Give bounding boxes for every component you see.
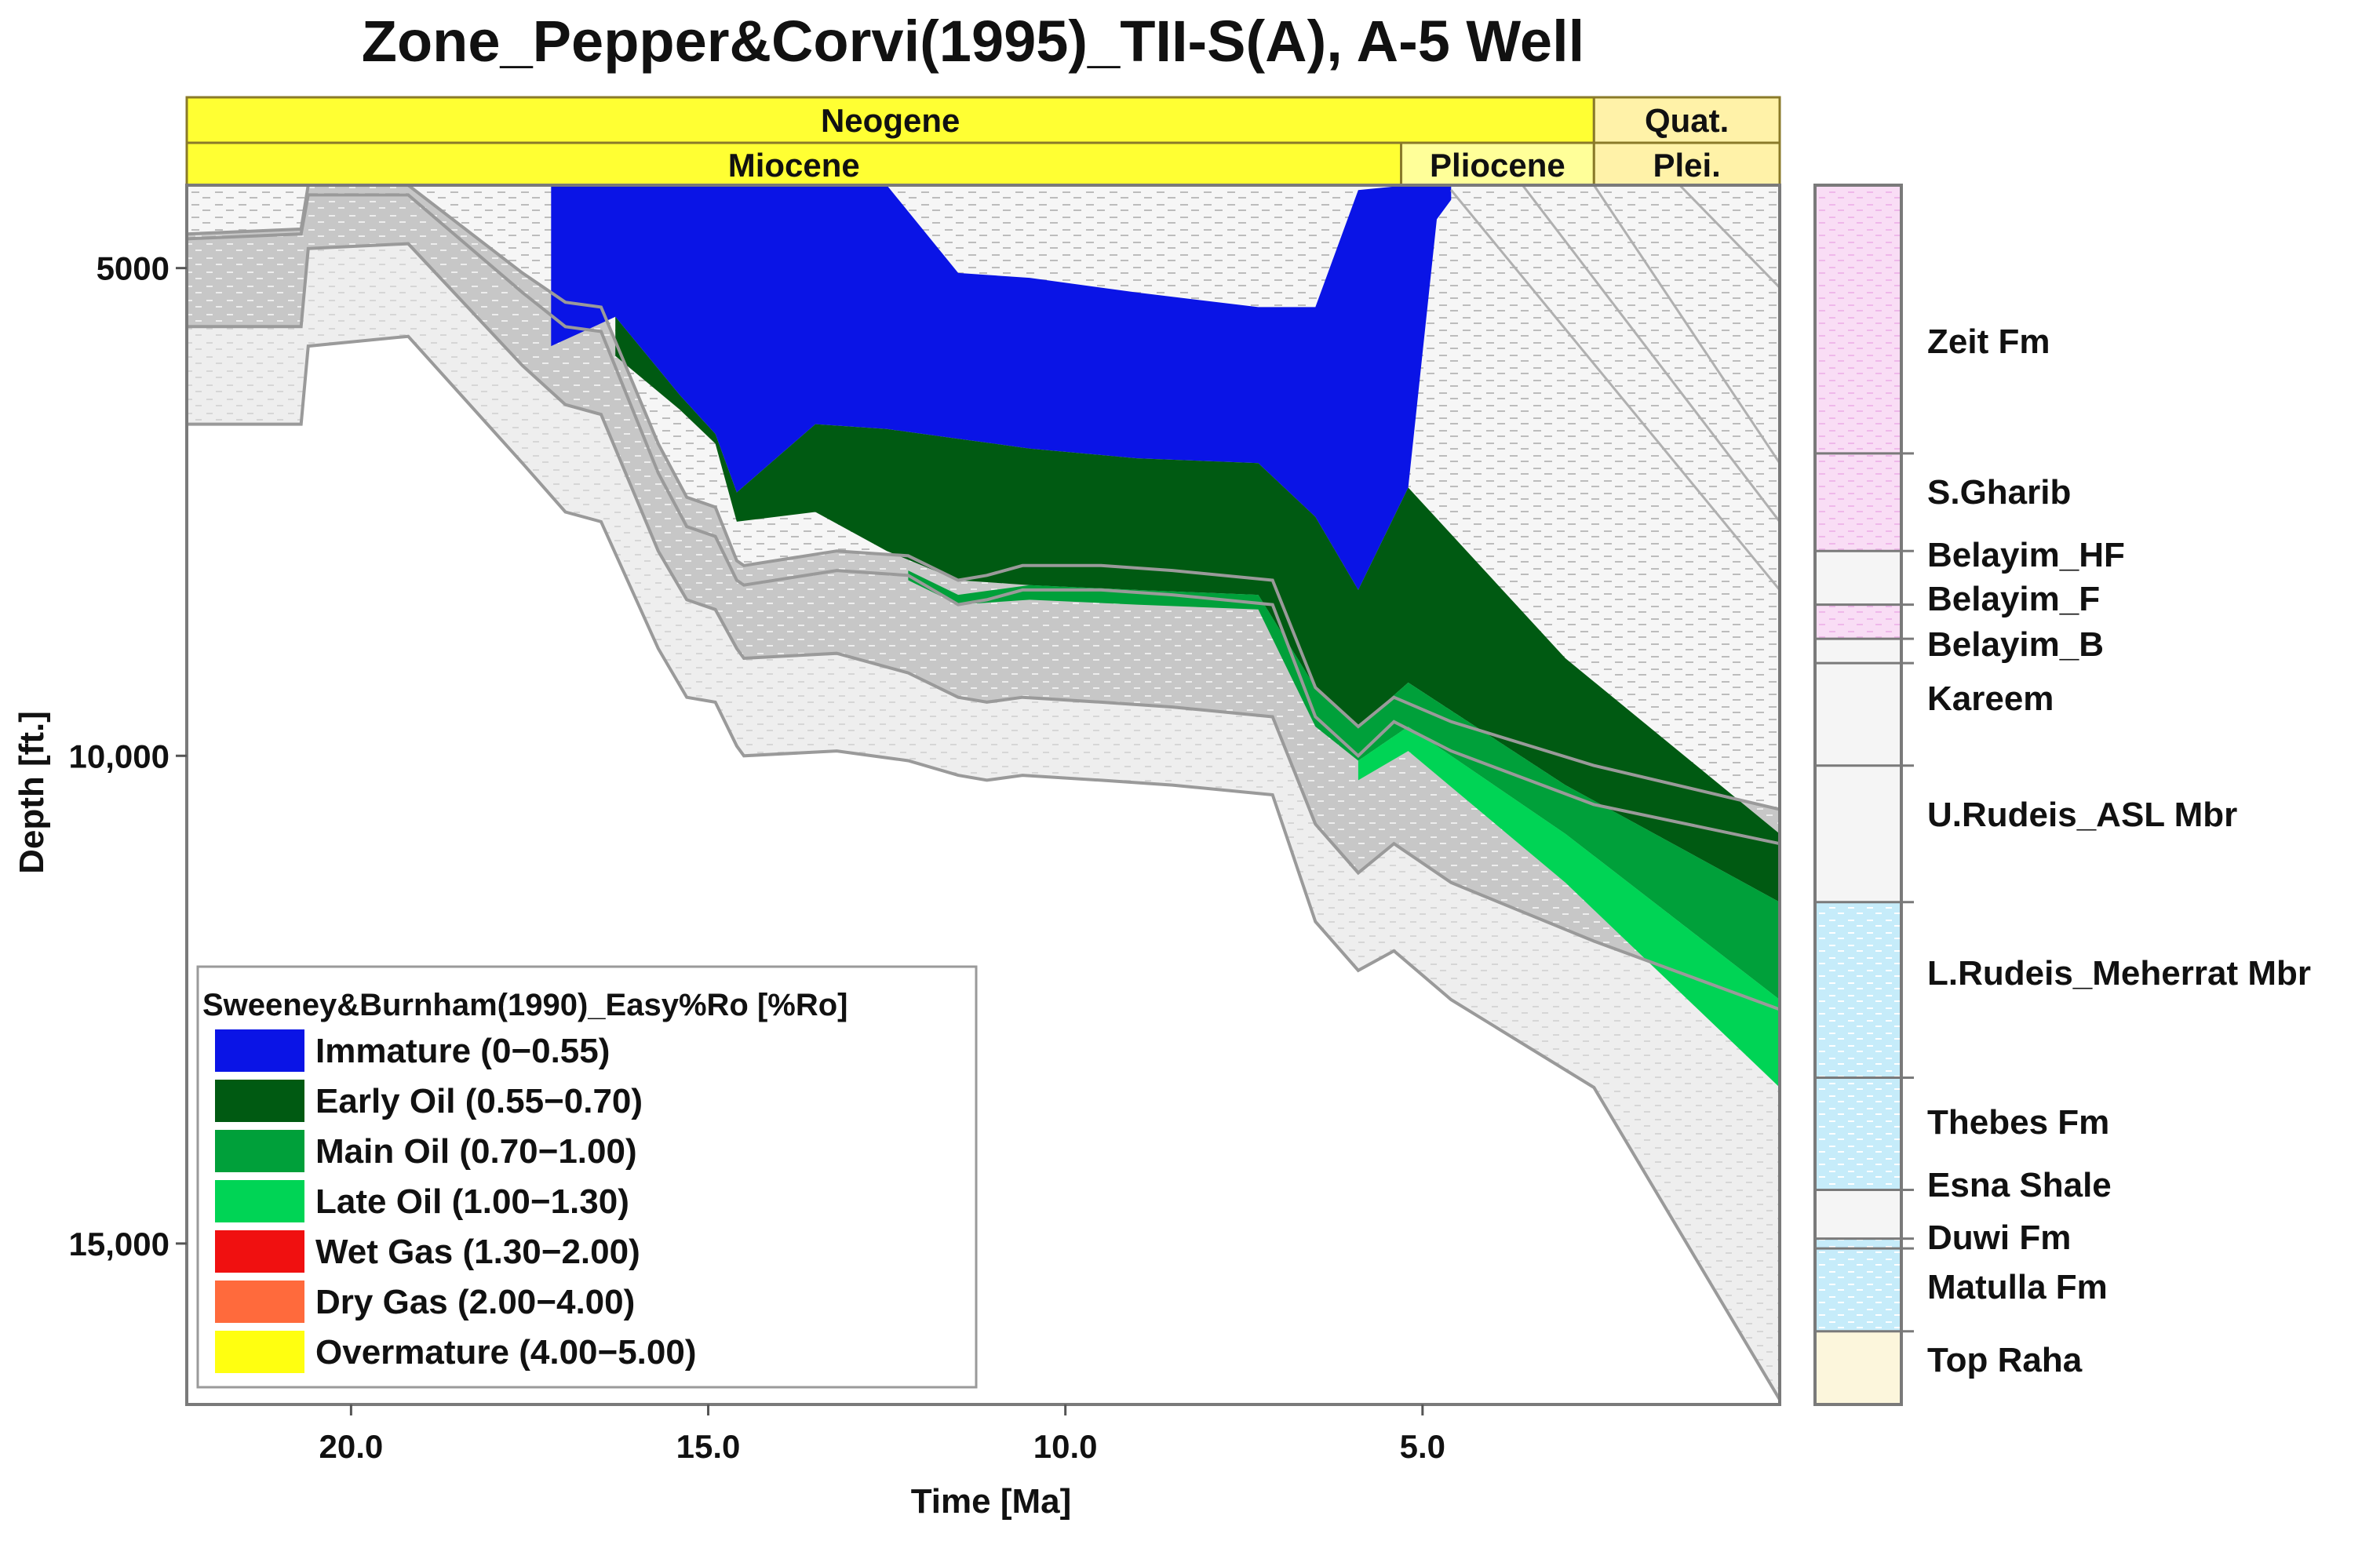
legend-label: Overmature (4.00−5.00): [315, 1333, 697, 1372]
geologic-epoch-bands: Neogene Quat. Miocene Pliocene Plei.: [185, 96, 1781, 188]
horizon-line: [187, 242, 1780, 1011]
legend-swatch: [215, 1080, 304, 1122]
formation-label: Esna Shale: [1927, 1166, 2112, 1204]
horizon-line: [1678, 184, 1781, 289]
x-tick-label: 20.0: [319, 1428, 383, 1465]
maturity-zone: [615, 316, 1780, 902]
formation-block: [1815, 1331, 1901, 1404]
x-tick-label: 15.0: [676, 1428, 741, 1465]
legend-title: Sweeney&Burnham(1990)_Easy%Ro [%Ro]: [202, 988, 847, 1022]
formation-block: [1815, 1248, 1901, 1332]
x-tick-label: 5.0: [1400, 1428, 1445, 1465]
formation-label: Belayim_F: [1927, 580, 2100, 618]
horizon-line: [186, 193, 1780, 846]
y-tick-label: 5000: [97, 250, 169, 287]
formation-label: Top Raha: [1927, 1341, 2083, 1379]
epoch-label: Quat.: [1645, 102, 1729, 139]
formation-label: Duwi Fm: [1927, 1219, 2071, 1257]
legend-swatch: [215, 1180, 304, 1222]
legend-box: [196, 965, 978, 1389]
burial-history-plot: [186, 184, 1781, 1404]
maturity-legend: Sweeney&Burnham(1990)_Easy%Ro [%Ro] Imma…: [196, 965, 978, 1389]
chart-title: Zone_Pepper&Corvi(1995)_TII-S(A), A-5 We…: [362, 9, 1584, 74]
legend-swatch: [215, 1130, 304, 1172]
legend-label: Wet Gas (1.30−2.00): [315, 1233, 640, 1271]
plot-frame: [185, 184, 1781, 1406]
maturity-zone: [551, 185, 1452, 590]
formation-block: [1815, 765, 1901, 902]
formation-label: Belayim_B: [1927, 625, 2104, 664]
legend-swatch: [215, 1281, 304, 1323]
epoch-band: [185, 96, 1595, 144]
epoch-label: Plei.: [1653, 147, 1720, 184]
formation-block: [1815, 663, 1901, 766]
formation-block: [1815, 453, 1901, 552]
horizon-line: [1522, 184, 1781, 523]
formation-block: [1815, 1238, 1901, 1249]
legend-label: Main Oil (0.70−1.00): [315, 1132, 637, 1171]
formation-block: [1815, 902, 1901, 1078]
x-axis-label: Time [Ma]: [911, 1482, 1072, 1521]
epoch-label: Miocene: [728, 147, 860, 184]
formation-block: [1815, 551, 1901, 605]
horizon-line: [1593, 184, 1781, 464]
epoch-label: Neogene: [821, 102, 960, 139]
formation-block: [1815, 639, 1901, 664]
formation-block: [1815, 604, 1901, 639]
formation-label: Kareem: [1927, 679, 2054, 718]
formation-label: U.Rudeis_ASL Mbr: [1927, 796, 2237, 834]
formation-block: [1815, 1077, 1901, 1190]
formation-label: S.Gharib: [1927, 473, 2071, 512]
horizon-line: [1450, 189, 1781, 591]
formation-block: [1815, 1189, 1901, 1239]
y-tick-label: 15,000: [69, 1226, 169, 1262]
formation-label: L.Rudeis_Meherrat Mbr: [1927, 954, 2311, 993]
legend-label: Immature (0−0.55): [315, 1032, 610, 1070]
legend-swatch: [215, 1331, 304, 1373]
legend-swatch: [215, 1230, 304, 1273]
legend-swatch: [215, 1029, 304, 1072]
formation-column-frame: [1813, 184, 1903, 1406]
epoch-label: Pliocene: [1430, 147, 1565, 184]
x-tick-label: 10.0: [1033, 1428, 1098, 1465]
formation-label: Thebes Fm: [1927, 1103, 2109, 1142]
legend-label: Early Oil (0.55−0.70): [315, 1082, 643, 1120]
formation-block: [1815, 185, 1901, 454]
horizon-line: [187, 334, 1781, 1401]
formation-column: Zeit Fm S.Gharib Belayim_HF Belayim_F Belayi…: [1813, 184, 2311, 1406]
formation-label: Matulla Fm: [1927, 1268, 2108, 1306]
formation-label: Belayim_HF: [1927, 536, 2125, 574]
formation-label: Zeit Fm: [1927, 322, 2050, 361]
epoch-band: [1592, 96, 1781, 144]
y-tick-label: 10,000: [69, 738, 169, 774]
y-axis-label: Depth [ft.]: [13, 711, 51, 874]
legend-label: Late Oil (1.00−1.30): [315, 1182, 629, 1221]
horizon-line: [186, 184, 1780, 811]
axes: 20.0 15.0 10.0 5.0 5000 10,000 15,000: [69, 184, 1781, 1465]
legend-label: Dry Gas (2.00−4.00): [315, 1283, 635, 1321]
